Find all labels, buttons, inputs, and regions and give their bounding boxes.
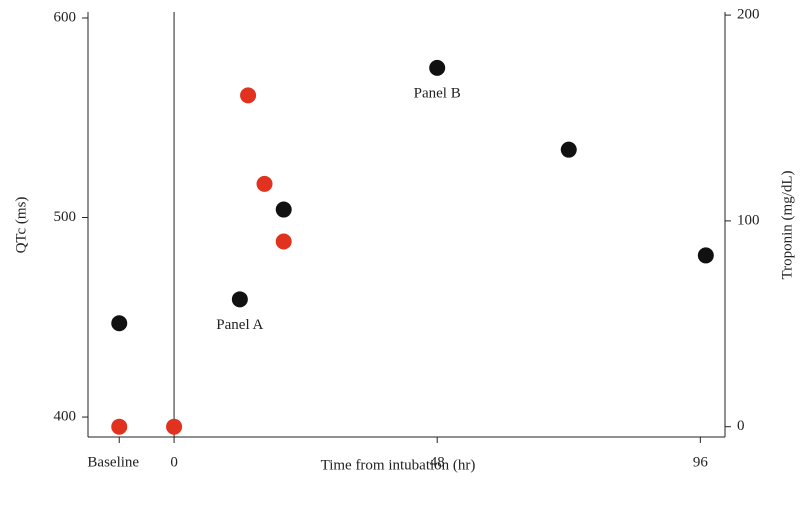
point [231,291,248,308]
y-tick-label: 400 [54,408,77,424]
point [560,141,577,158]
annotation: Panel B [414,85,461,101]
x-tick-label: 0 [170,454,178,470]
point [240,87,257,104]
point [111,315,128,332]
y2-tick-label: 0 [737,418,745,434]
point [697,247,714,264]
point [429,59,446,76]
point [111,418,128,435]
point [256,175,273,192]
annotation: Panel A [216,317,263,333]
x-tick-label: Baseline [87,454,139,470]
point [275,201,292,218]
point [275,233,292,250]
y-tick-label: 600 [54,9,77,25]
y-tick-label: 500 [54,209,77,225]
y2-tick-label: 100 [737,212,760,228]
x-tick-label: 48 [430,454,445,470]
y2-tick-label: 200 [737,7,760,23]
y2-axis-label: Troponin (mg/dL) [779,170,795,279]
y-axis-label: QTc (ms) [13,197,29,254]
x-axis-label: Time from intubation (hr) [321,457,476,473]
x-tick-label: 96 [693,454,709,470]
point [166,418,183,435]
